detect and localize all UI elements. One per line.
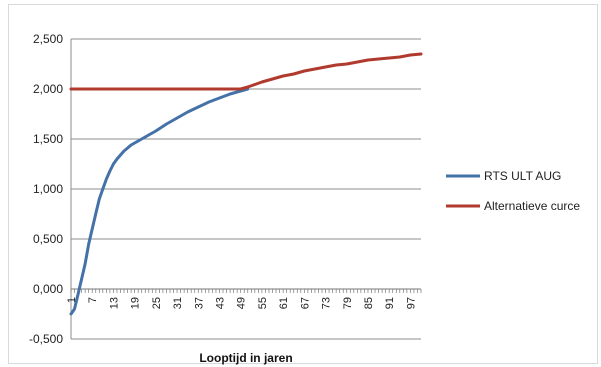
x-axis-title: Looptijd in jaren (199, 351, 292, 365)
y-tick-label: 0,000 (33, 282, 63, 296)
x-axis: 1 7 13 19 25 31 37 43 49 55 61 67 73 79 85 91 97 (66, 288, 422, 309)
x-tick-label: 73 (321, 297, 333, 309)
x-tick-label: 55 (257, 297, 269, 309)
x-tick-label: 31 (172, 297, 184, 309)
legend: RTS ULT AUG Alternatieve curce (446, 169, 580, 213)
x-tick-label: 37 (193, 297, 205, 309)
x-tick-label: 67 (299, 297, 311, 309)
series-line (69, 52, 423, 91)
y-tick-label: 1,000 (33, 182, 63, 196)
x-tick-label: 85 (363, 297, 375, 309)
x-tick-label: 49 (236, 297, 248, 309)
x-tick-label: 19 (130, 297, 142, 309)
x-tick-label: 1 (66, 297, 78, 303)
x-tick-label: 7 (87, 297, 99, 303)
y-tick-label: 0,500 (33, 232, 63, 246)
y-axis-ticks: -0,500 0,000 0,500 1,000 1,500 2,000 2,500 (29, 32, 63, 346)
y-tick-label: -0,500 (29, 332, 63, 346)
x-tick-label: 25 (151, 297, 163, 309)
x-tick-label: 91 (384, 297, 396, 309)
series-line (69, 87, 250, 316)
series-lines (69, 52, 423, 316)
x-tick-label: 43 (214, 297, 226, 309)
legend-label: Alternatieve curce (484, 199, 580, 213)
y-tick-label: 2,500 (33, 32, 63, 46)
y-tick-label: 1,500 (33, 132, 63, 146)
legend-label: RTS ULT AUG (484, 169, 561, 183)
y-tick-label: 2,000 (33, 82, 63, 96)
x-tick-label: 79 (342, 297, 354, 309)
gridlines (70, 38, 421, 340)
x-tick-label: 61 (278, 297, 290, 309)
x-tick-label: 97 (405, 297, 417, 309)
x-tick-label: 13 (108, 297, 120, 309)
